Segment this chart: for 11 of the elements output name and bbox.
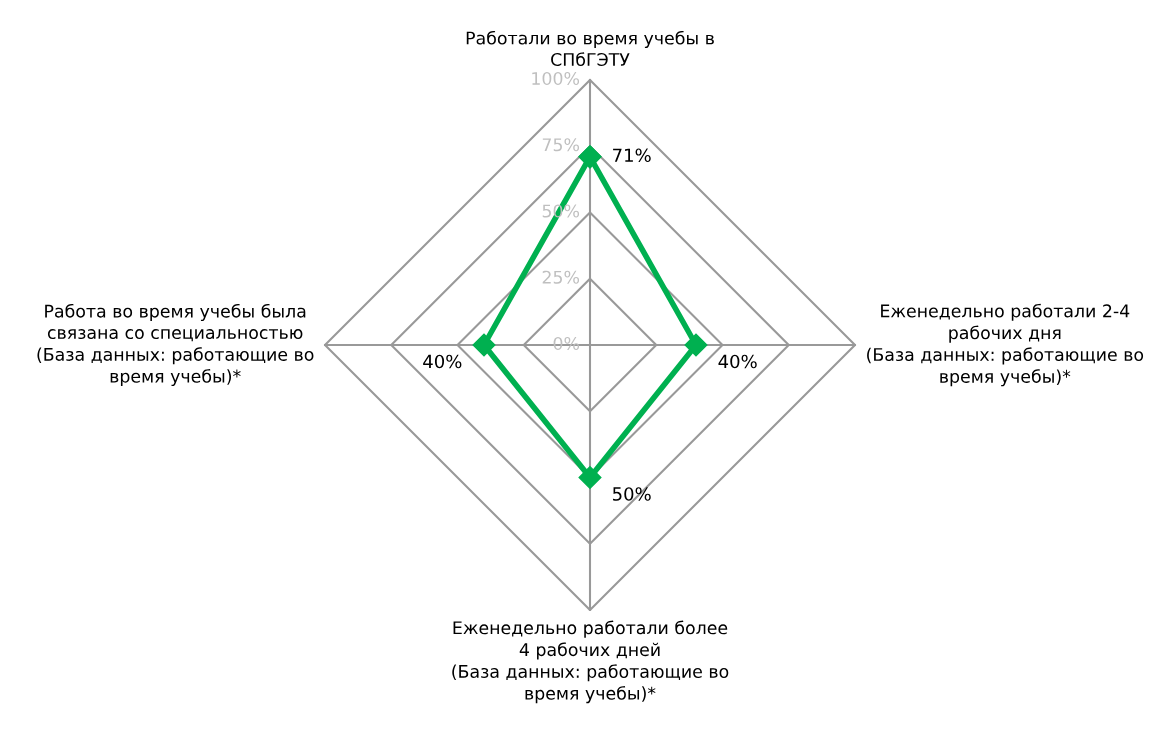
y-tick-label: 75% <box>542 138 580 152</box>
data-label: 40% <box>718 354 757 369</box>
spoke-label: Работа во время учебы была связана со специальностью (База данных: работающие во время учебы)* <box>37 303 314 387</box>
y-tick-label: 25% <box>542 270 580 284</box>
spoke-label: Еженедельно работали 2-4 рабочих дня (База данных: работающие во время учебы)* <box>867 303 1144 387</box>
data-label: 71% <box>613 148 651 163</box>
y-tick-label: 100% <box>532 71 580 86</box>
data-label: 40% <box>423 354 462 369</box>
spoke-label: Еженедельно работали более 4 рабочих дней (База данных: работающие во время учебы)* <box>452 620 729 704</box>
data-label: 50% <box>612 487 651 501</box>
spoke-label: Работали во время учебы в СПбГЭТУ <box>466 30 714 67</box>
